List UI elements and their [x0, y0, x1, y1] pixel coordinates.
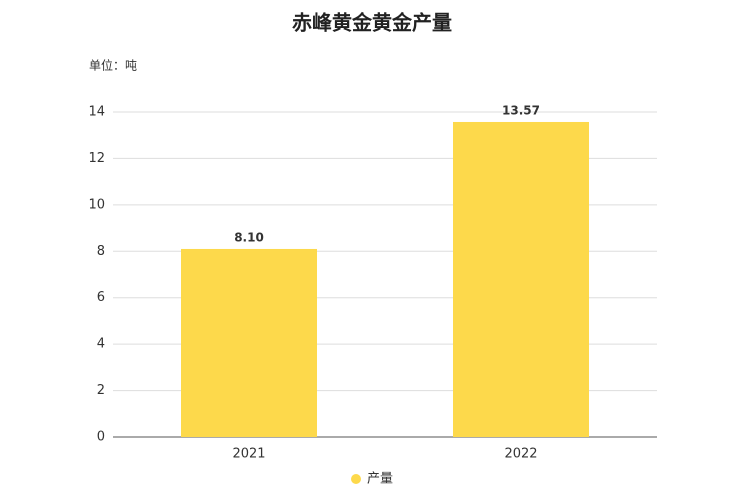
- y-tick-label: 12: [88, 151, 105, 166]
- value-label: 8.10: [234, 230, 264, 244]
- y-tick-label: 10: [88, 197, 105, 212]
- y-tick-label: 14: [88, 105, 105, 120]
- bar: [453, 121, 589, 437]
- y-tick-label: 8: [97, 244, 105, 259]
- y-tick-label: 0: [97, 430, 105, 445]
- legend-marker: [351, 474, 361, 484]
- x-tick-label: 2021: [232, 447, 265, 462]
- legend-label: 产量: [367, 472, 393, 487]
- y-tick-label: 6: [97, 290, 105, 305]
- y-tick-label: 4: [97, 337, 105, 352]
- x-tick-label: 2022: [504, 447, 537, 462]
- value-label: 13.57: [502, 103, 540, 117]
- unit-label: 单位：吨: [89, 58, 137, 73]
- bar: [181, 248, 317, 437]
- y-tick-label: 2: [97, 383, 105, 398]
- chart-title: 赤峰黄金黄金产量: [292, 11, 452, 35]
